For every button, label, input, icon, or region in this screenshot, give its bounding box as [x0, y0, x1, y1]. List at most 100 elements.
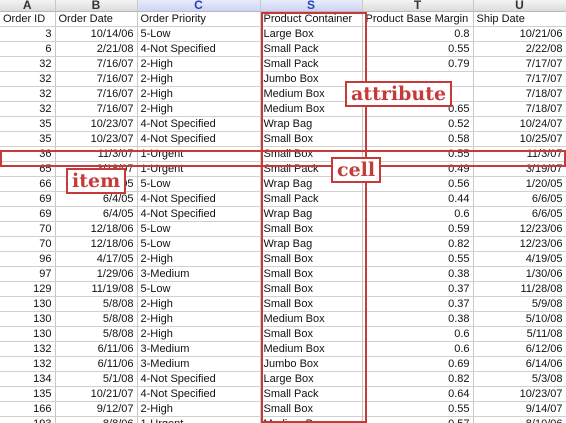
cell-product-base-margin[interactable]: 0.37 [362, 296, 474, 312]
column-letter-b[interactable]: B [55, 0, 138, 12]
cell-ship-date[interactable]: 10/21/06 [473, 26, 566, 42]
cell-ship-date[interactable]: 6/12/06 [473, 341, 566, 357]
cell-order-date[interactable]: 10/14/06 [55, 26, 138, 42]
cell-ship-date[interactable]: 10/25/07 [473, 131, 566, 147]
cell-order-id[interactable]: 132 [0, 356, 56, 372]
cell-order-priority[interactable]: 2-High [137, 401, 261, 417]
cell-ship-date[interactable]: 12/23/06 [473, 221, 566, 237]
cell-order-id[interactable]: 32 [0, 101, 56, 117]
cell-order-date[interactable]: 12/18/06 [55, 221, 138, 237]
cell-order-priority[interactable]: 4-Not Specified [137, 116, 261, 132]
cell-order-id[interactable]: 129 [0, 281, 56, 297]
cell-product-container[interactable]: Small Pack [260, 41, 363, 57]
cell-order-id[interactable]: 96 [0, 251, 56, 267]
cell-product-container[interactable]: Large Box [260, 371, 363, 387]
cell-order-id[interactable]: 32 [0, 86, 56, 102]
cell-ship-date[interactable]: 4/19/05 [473, 251, 566, 267]
cell-order-priority[interactable]: 3-Medium [137, 356, 261, 372]
cell-ship-date[interactable]: 6/6/05 [473, 191, 566, 207]
cell-ship-date[interactable]: 7/17/07 [473, 71, 566, 87]
cell-order-id[interactable]: 69 [0, 191, 56, 207]
cell-product-base-margin[interactable]: 0.52 [362, 116, 474, 132]
cell-order-date[interactable]: 6/4/05 [55, 206, 138, 222]
header-order-date[interactable]: Order Date [55, 11, 138, 27]
cell-order-id[interactable]: 70 [0, 236, 56, 252]
cell-product-container[interactable]: Small Pack [260, 191, 363, 207]
cell-order-priority[interactable]: 2-High [137, 101, 261, 117]
cell-order-priority[interactable]: 3-Medium [137, 341, 261, 357]
cell-product-base-margin[interactable]: 0.6 [362, 326, 474, 342]
cell-order-priority[interactable]: 3-Medium [137, 266, 261, 282]
cell-product-container[interactable]: Medium Box [260, 311, 363, 327]
cell-ship-date[interactable]: 5/3/08 [473, 371, 566, 387]
cell-order-priority[interactable]: 5-Low [137, 281, 261, 297]
cell-order-date[interactable]: 5/8/08 [55, 296, 138, 312]
cell-order-id[interactable]: 69 [0, 206, 56, 222]
cell-order-id[interactable]: 97 [0, 266, 56, 282]
cell-product-base-margin[interactable]: 0.8 [362, 26, 474, 42]
cell-order-date[interactable]: 4/17/05 [55, 251, 138, 267]
cell-product-container[interactable]: Small Box [260, 251, 363, 267]
cell-order-date[interactable]: 7/16/07 [55, 101, 138, 117]
cell-order-priority[interactable]: 4-Not Specified [137, 371, 261, 387]
header-order-id[interactable]: Order ID [0, 11, 56, 27]
cell-product-base-margin[interactable]: 0.55 [362, 41, 474, 57]
cell-order-priority[interactable]: 2-High [137, 56, 261, 72]
header-order-priority[interactable]: Order Priority [137, 11, 261, 27]
cell-order-priority[interactable]: 5-Low [137, 236, 261, 252]
header-product-base-margin[interactable]: Product Base Margin [362, 11, 474, 27]
cell-order-id[interactable]: 193 [0, 416, 56, 423]
cell-product-container[interactable]: Small Box [260, 221, 363, 237]
cell-order-priority[interactable]: 2-High [137, 251, 261, 267]
cell-order-date[interactable]: 9/12/07 [55, 401, 138, 417]
cell-order-priority[interactable]: 4-Not Specified [137, 191, 261, 207]
cell-order-date[interactable]: 12/18/06 [55, 236, 138, 252]
cell-order-id[interactable]: 70 [0, 221, 56, 237]
cell-order-date[interactable]: 6/11/06 [55, 356, 138, 372]
cell-ship-date[interactable]: 1/20/05 [473, 176, 566, 192]
cell-order-id[interactable]: 35 [0, 131, 56, 147]
cell-ship-date[interactable]: 8/10/06 [473, 416, 566, 423]
cell-product-base-margin[interactable]: 0.37 [362, 281, 474, 297]
cell-order-id[interactable]: 66 [0, 176, 56, 192]
cell-product-base-margin[interactable]: 0.58 [362, 131, 474, 147]
cell-product-base-margin[interactable]: 0.57 [362, 416, 474, 423]
cell-order-priority[interactable]: 5-Low [137, 221, 261, 237]
cell-order-date[interactable]: 11/19/08 [55, 281, 138, 297]
header-ship-date[interactable]: Ship Date [473, 11, 566, 27]
cell-order-id[interactable]: 36 [0, 146, 56, 162]
cell-product-container[interactable]: Small Box [260, 131, 363, 147]
cell-ship-date[interactable]: 10/24/07 [473, 116, 566, 132]
cell-order-priority[interactable]: 1-Urgent [137, 146, 261, 162]
cell-product-base-margin[interactable]: 0.69 [362, 356, 474, 372]
cell-ship-date[interactable]: 5/11/08 [473, 326, 566, 342]
cell-order-priority[interactable]: 2-High [137, 296, 261, 312]
cell-order-date[interactable]: 2/21/08 [55, 41, 138, 57]
cell-order-date[interactable]: 8/8/06 [55, 416, 138, 423]
cell-ship-date[interactable]: 10/23/07 [473, 386, 566, 402]
cell-product-container[interactable]: Small Box [260, 326, 363, 342]
cell-ship-date[interactable]: 7/17/07 [473, 56, 566, 72]
cell-ship-date[interactable]: 7/18/07 [473, 101, 566, 117]
cell-order-priority[interactable]: 4-Not Specified [137, 386, 261, 402]
cell-product-container[interactable]: Wrap Bag [260, 236, 363, 252]
cell-product-container[interactable]: Medium Box [260, 416, 363, 423]
cell-order-id[interactable]: 130 [0, 311, 56, 327]
cell-product-container[interactable]: Wrap Bag [260, 116, 363, 132]
column-letter-s[interactable]: S [260, 0, 363, 12]
cell-ship-date[interactable]: 11/28/08 [473, 281, 566, 297]
cell-order-priority[interactable]: 5-Low [137, 176, 261, 192]
cell-order-priority[interactable]: 2-High [137, 71, 261, 87]
cell-order-priority[interactable]: 2-High [137, 311, 261, 327]
cell-product-container[interactable]: Large Box [260, 26, 363, 42]
cell-order-id[interactable]: 135 [0, 386, 56, 402]
cell-product-container[interactable]: Wrap Bag [260, 206, 363, 222]
cell-order-date[interactable]: 6/4/05 [55, 191, 138, 207]
cell-order-id[interactable]: 3 [0, 26, 56, 42]
column-letter-a[interactable]: A [0, 0, 56, 12]
cell-order-date[interactable]: 10/23/07 [55, 131, 138, 147]
cell-order-id[interactable]: 6 [0, 41, 56, 57]
cell-order-date[interactable]: 5/1/08 [55, 371, 138, 387]
cell-ship-date[interactable]: 5/9/08 [473, 296, 566, 312]
cell-product-container[interactable]: Medium Box [260, 341, 363, 357]
